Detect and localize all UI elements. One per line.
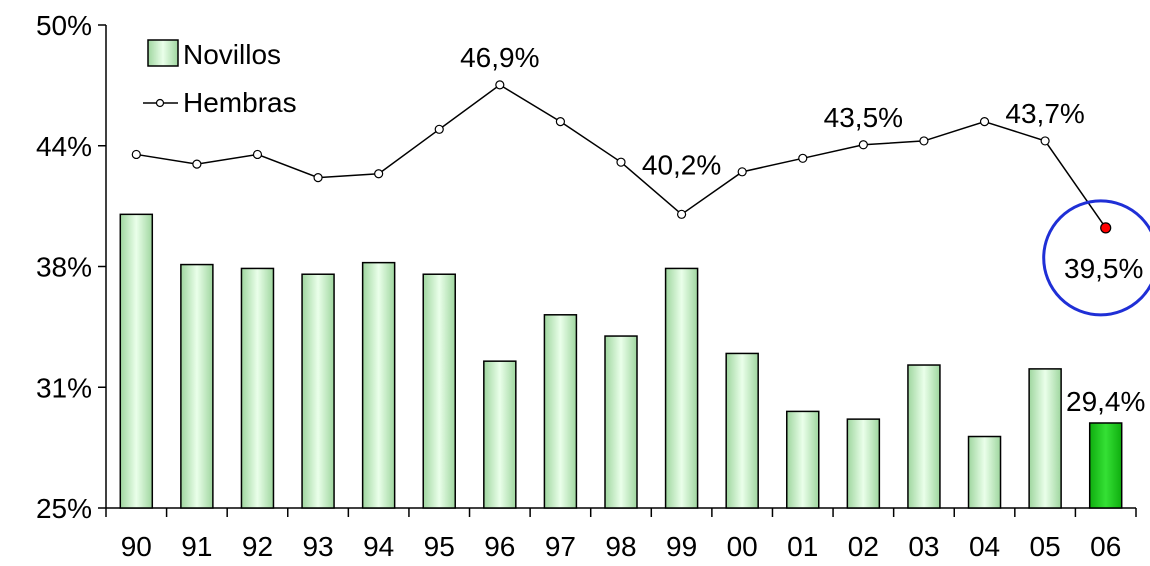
- legend-label-hembras: Hembras: [183, 87, 297, 118]
- point-hembras-00: [737, 167, 747, 177]
- point-hembras-92: [252, 149, 263, 160]
- x-tick-label: 00: [727, 531, 758, 562]
- point-hembras-03: [919, 136, 929, 146]
- y-tick-label: 25%: [36, 493, 92, 524]
- x-tick-label: 05: [1030, 531, 1061, 562]
- x-tick-label: 03: [908, 531, 939, 562]
- bar-novillos-04: [967, 435, 1002, 509]
- line-series: [131, 80, 1150, 317]
- legend-marker-hembras: [155, 98, 165, 108]
- data-label-hembras-06: 39,5%: [1064, 253, 1143, 284]
- point-hembras-05: [1040, 136, 1050, 146]
- axes: 50% 44% 38% 31% 25% 90 91 92 93 94 95 96 97 98 99 00 01 0…: [36, 10, 1137, 562]
- bar-novillos-94: [361, 261, 396, 509]
- x-tick-label: 99: [666, 531, 697, 562]
- bar-novillos-92: [240, 267, 275, 509]
- legend: Novillos Hembras: [143, 39, 297, 118]
- point-hembras-06: [1100, 222, 1112, 234]
- y-tick-label: 38%: [36, 252, 92, 283]
- x-tick-label: 94: [363, 531, 394, 562]
- x-tick-label: 98: [605, 531, 636, 562]
- bar-novillos-96: [483, 360, 517, 509]
- point-hembras-90: [131, 149, 141, 160]
- bar-novillos-05: [1028, 368, 1062, 509]
- bar-novillos-91: [180, 263, 214, 509]
- data-label-novillos-06: 29,4%: [1066, 386, 1145, 417]
- x-tick-label: 91: [181, 531, 212, 562]
- data-label-hembras-96: 46,9%: [460, 42, 539, 73]
- y-tick-label: 50%: [36, 10, 92, 41]
- bar-novillos-93: [301, 273, 335, 509]
- bar-novillos-03: [907, 364, 941, 509]
- data-label-hembras-99: 40,2%: [642, 149, 721, 180]
- x-tick-label: 04: [969, 531, 1000, 562]
- bar-novillos-97: [543, 314, 578, 509]
- bar-novillos-95: [422, 273, 456, 509]
- point-hembras-97: [555, 116, 566, 127]
- point-hembras-04: [979, 116, 990, 127]
- data-label-hembras-05: 43,7%: [1005, 98, 1084, 129]
- x-tick-label: 01: [787, 531, 818, 562]
- point-hembras-96: [495, 80, 505, 90]
- data-labels: 46,9% 40,2% 43,5% 43,7% 39,5% 29,4%: [460, 42, 1145, 417]
- point-hembras-94: [374, 169, 384, 179]
- x-tick-label: 92: [242, 531, 273, 562]
- point-hembras-91: [192, 159, 202, 169]
- x-tick-label: 02: [848, 531, 879, 562]
- y-tick-label: 31%: [36, 372, 92, 403]
- x-tick-label: 06: [1090, 531, 1121, 562]
- bar-novillos-90: [119, 213, 154, 509]
- bar-novillos-98: [604, 335, 638, 509]
- y-tick-label: 44%: [36, 131, 92, 162]
- point-hembras-93: [313, 173, 323, 183]
- point-hembras-99: [676, 209, 687, 219]
- bar-novillos-99: [664, 267, 699, 509]
- legend-label-novillos: Novillos: [183, 39, 281, 70]
- point-hembras-95: [434, 124, 444, 134]
- bar-novillos-00: [725, 352, 759, 509]
- x-tick-label: 97: [545, 531, 576, 562]
- point-hembras-01: [798, 153, 808, 163]
- bar-novillos-02: [846, 418, 881, 509]
- legend-swatch-novillos: [147, 39, 179, 67]
- x-tick-label: 95: [424, 531, 455, 562]
- bar-novillos-01: [786, 410, 820, 509]
- point-hembras-02: [858, 140, 868, 150]
- highlight-circle: [1042, 199, 1150, 317]
- bar-series: [119, 213, 1123, 509]
- x-tick-label: 96: [484, 531, 515, 562]
- x-tick-label: 90: [121, 531, 152, 562]
- point-hembras-98: [616, 157, 626, 167]
- bar-novillos-06: [1088, 422, 1123, 509]
- data-label-hembras-02: 43,5%: [824, 102, 903, 133]
- x-tick-label: 93: [302, 531, 333, 562]
